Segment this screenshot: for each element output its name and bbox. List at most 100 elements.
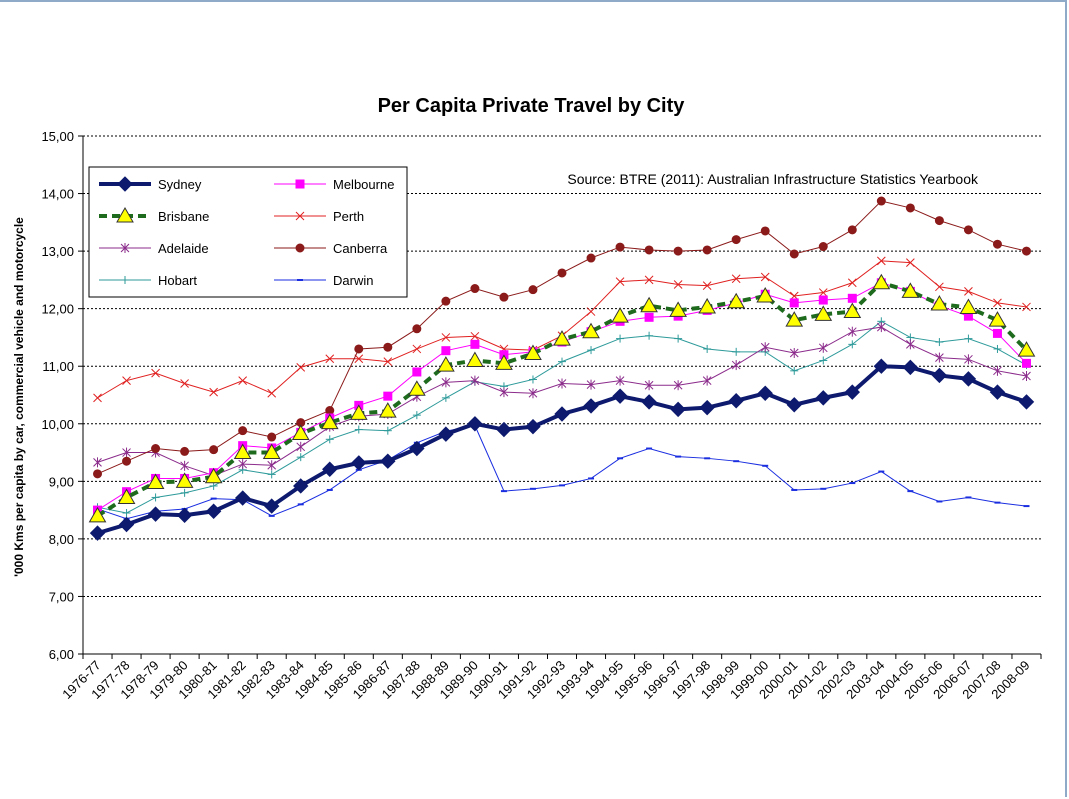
point-hobart (354, 425, 363, 434)
point-brisbane (88, 506, 107, 523)
source-annotation: Source: BTRE (2011): Australian Infrastr… (567, 171, 979, 187)
legend-item-perth: Perth (274, 209, 364, 224)
point-canberra (673, 246, 683, 256)
point-brisbane (582, 322, 600, 339)
point-sydney (728, 393, 744, 409)
y-tick-label: 13,00 (41, 244, 74, 259)
series-line-sydney (96, 364, 1028, 536)
legend-label-canberra: Canberra (333, 241, 388, 256)
point-canberra (760, 226, 770, 236)
point-sydney (902, 359, 919, 376)
point-hobart (645, 331, 654, 340)
point-hobart (790, 366, 799, 375)
point-perth (151, 368, 160, 378)
point-brisbane (262, 443, 281, 460)
point-brisbane (959, 298, 978, 315)
point-brisbane (495, 354, 513, 370)
point-sydney (322, 461, 338, 477)
point-sydney (873, 358, 890, 374)
point-adelaide (702, 375, 712, 386)
point-melbourne (847, 293, 857, 303)
y-tick-label: 6,00 (49, 647, 74, 662)
point-perth (760, 272, 770, 282)
point-perth (731, 274, 741, 284)
x-axis: 1976-771977-781978-791979-801980-811981-… (59, 654, 1042, 702)
point-perth (1022, 302, 1031, 312)
point-hobart (180, 488, 189, 497)
point-adelaide (528, 388, 538, 399)
legend-item-darwin: Darwin (274, 273, 373, 288)
point-canberra (615, 242, 625, 252)
point-perth (209, 387, 218, 397)
point-sydney (380, 453, 396, 469)
point-hobart (528, 375, 537, 384)
point-hobart (412, 411, 421, 420)
point-brisbane (669, 301, 687, 317)
point-sydney (234, 490, 251, 506)
point-adelaide (122, 447, 131, 458)
point-hobart (587, 346, 596, 355)
point-adelaide (993, 365, 1002, 376)
point-canberra (499, 292, 509, 302)
point-adelaide (557, 378, 567, 389)
point-canberra (847, 225, 857, 235)
y-axis-label: '000 Kms per capita by car, commercial v… (12, 217, 26, 577)
point-perth (180, 379, 189, 388)
point-adelaide (789, 347, 799, 358)
point-adelaide (93, 457, 102, 468)
series-sydney (89, 358, 1035, 541)
series-canberra (93, 196, 1031, 479)
point-adelaide (760, 342, 770, 353)
point-adelaide (906, 339, 915, 350)
point-sydney (205, 503, 222, 519)
point-brisbane (872, 273, 891, 290)
point-canberra (151, 444, 161, 454)
point-perth (964, 287, 973, 296)
legend-label-melbourne: Melbourne (333, 177, 394, 192)
point-sydney (351, 455, 367, 471)
point-adelaide (441, 377, 451, 388)
point-hobart (732, 347, 741, 356)
point-brisbane (407, 380, 426, 396)
point-adelaide (615, 375, 625, 386)
point-perth (935, 282, 944, 292)
legend-label-perth: Perth (333, 209, 364, 224)
point-canberra (789, 249, 799, 259)
legend: Sydney Melbourne Brisbane Perth Adelaide Canb… (88, 166, 408, 298)
point-sydney (293, 478, 309, 494)
point-hobart (209, 481, 218, 490)
point-sydney (263, 498, 280, 514)
series-line-darwin (97, 424, 1027, 520)
series-darwin (94, 424, 1030, 520)
point-brisbane (814, 305, 833, 321)
point-brisbane (291, 424, 310, 441)
y-tick-label: 7,00 (49, 589, 74, 604)
point-canberra (122, 456, 132, 466)
point-brisbane (378, 402, 397, 418)
point-melbourne (470, 339, 480, 349)
point-brisbane (901, 282, 920, 298)
point-perth (993, 298, 1002, 308)
point-canberra (818, 242, 828, 252)
legend-item-hobart: Hobart (99, 273, 197, 288)
point-hobart (383, 426, 392, 435)
point-hobart (325, 435, 334, 444)
point-canberra (586, 253, 596, 263)
point-perth (847, 278, 857, 288)
point-sydney (844, 384, 861, 400)
point-canberra (238, 426, 248, 436)
point-adelaide (935, 352, 944, 363)
point-perth (586, 307, 596, 316)
point-canberra (905, 203, 915, 213)
point-perth (325, 354, 335, 364)
point-perth (93, 393, 102, 403)
point-hobart (441, 393, 450, 402)
legend-label-brisbane: Brisbane (158, 209, 209, 224)
legend-label-hobart: Hobart (158, 273, 197, 288)
point-hobart (848, 340, 857, 349)
y-tick-label: 14,00 (41, 187, 74, 202)
point-hobart (558, 357, 566, 366)
point-canberra (963, 225, 973, 235)
point-canberra (441, 296, 451, 306)
point-perth (383, 357, 393, 366)
